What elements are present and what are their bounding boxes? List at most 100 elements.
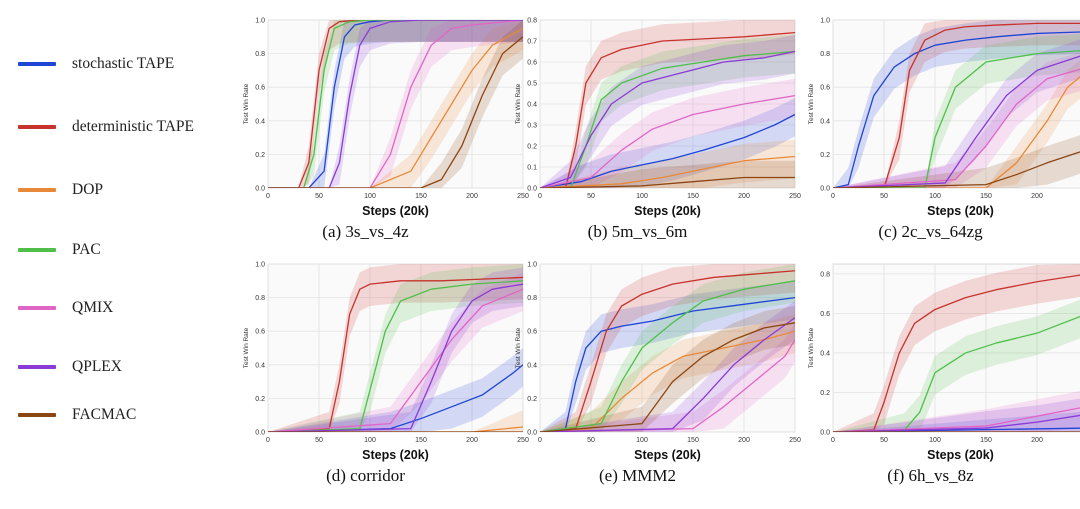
series-group	[833, 20, 1080, 188]
series-band	[268, 20, 523, 188]
x-tick-label: 250	[789, 437, 801, 444]
y-tick-label: 0.8	[255, 295, 265, 302]
chart-caption: (d) corridor	[326, 466, 405, 485]
y-tick-label: 0.0	[527, 186, 537, 193]
legend-item: stochastic TAPE	[18, 54, 174, 74]
series-band	[833, 20, 1080, 188]
x-axis-label: Steps (20k)	[927, 204, 994, 218]
series-band	[833, 411, 1080, 432]
series-line	[833, 22, 1080, 188]
series-line	[540, 50, 795, 188]
y-axis-label: Test Win Rate	[808, 327, 815, 368]
series-line	[268, 36, 523, 188]
y-tick-label: 0.6	[527, 329, 537, 336]
y-tick-label: 0.0	[255, 430, 265, 437]
plot-area	[832, 263, 1080, 433]
legend-label: FACMAC	[72, 406, 137, 423]
series-line	[268, 20, 523, 188]
legend-swatch	[18, 125, 56, 129]
y-tick-label: 0.6	[820, 85, 830, 92]
x-tick-label: 0	[538, 437, 542, 444]
y-axis-label: Test Win Rate	[515, 83, 522, 124]
y-axis-label: Test Win Rate	[808, 83, 815, 124]
x-tick-label: 150	[687, 193, 699, 200]
series-line	[833, 315, 1080, 432]
series-band	[268, 264, 523, 432]
series-line	[833, 50, 1080, 188]
x-tick-label: 200	[1031, 193, 1043, 200]
x-tick-label: 200	[738, 193, 750, 200]
series-band	[268, 20, 523, 188]
legend-label: stochastic TAPE	[72, 55, 175, 72]
legend-swatch	[18, 188, 56, 192]
series-line	[268, 426, 523, 432]
y-tick-label: 0.7	[527, 39, 537, 46]
series-group	[268, 264, 523, 432]
chart-caption: (c) 2c_vs_64zg	[878, 222, 983, 241]
y-tick-label: 0.3	[527, 123, 537, 130]
legend: stochastic TAPE deterministic TAPE DOP PAC Q…	[0, 0, 240, 509]
series-line	[540, 31, 795, 188]
x-tick-label: 0	[831, 193, 835, 200]
series-band	[540, 139, 795, 188]
series-band	[540, 20, 795, 188]
chart-caption: (e) MMM2	[599, 466, 676, 485]
plot-area	[267, 263, 524, 433]
x-tick-label: 200	[466, 437, 478, 444]
plot-area	[267, 19, 524, 189]
x-tick-label: 100	[364, 193, 376, 200]
legend-item: DOP	[18, 180, 103, 200]
x-tick-label: 0	[831, 437, 835, 444]
series-band	[540, 34, 795, 188]
series-line	[540, 50, 795, 188]
y-tick-label: 0.2	[820, 152, 830, 159]
series-band	[268, 267, 523, 432]
series-line	[833, 76, 1080, 188]
series-band	[268, 348, 523, 432]
series-band	[833, 299, 1080, 432]
chart-caption: (f) 6h_vs_8z	[887, 466, 974, 485]
y-tick-label: 0.0	[255, 186, 265, 193]
x-tick-label: 0	[538, 193, 542, 200]
y-tick-label: 0.4	[527, 102, 537, 109]
series-line	[268, 27, 523, 188]
y-tick-label: 0.0	[820, 186, 830, 193]
x-tick-label: 0	[266, 437, 270, 444]
legend-item: QPLEX	[18, 357, 122, 377]
y-tick-label: 0.4	[820, 118, 830, 125]
x-axis-label: Steps (20k)	[634, 448, 701, 462]
x-tick-label: 50	[880, 193, 888, 200]
legend-swatch	[18, 413, 56, 417]
series-band	[268, 264, 523, 432]
series-group	[540, 264, 795, 432]
series-line	[268, 276, 523, 432]
legend-label: DOP	[72, 181, 104, 198]
legend-label: PAC	[72, 241, 101, 258]
y-tick-label: 0.4	[255, 362, 265, 369]
legend-swatch	[18, 248, 56, 252]
series-band	[833, 39, 1080, 188]
y-tick-label: 0.4	[820, 350, 830, 357]
series-band	[833, 264, 1080, 432]
x-axis-label: Steps (20k)	[927, 448, 994, 462]
series-band	[540, 314, 795, 432]
series-line	[540, 317, 795, 432]
series-band	[268, 20, 523, 188]
series-band	[268, 20, 523, 188]
x-tick-label: 150	[687, 437, 699, 444]
x-tick-label: 150	[980, 193, 992, 200]
x-tick-label: 50	[315, 437, 323, 444]
y-tick-label: 0.5	[527, 81, 537, 88]
x-tick-label: 50	[315, 193, 323, 200]
series-line	[833, 274, 1080, 432]
y-tick-label: 0.8	[527, 18, 537, 25]
y-tick-label: 0.6	[527, 60, 537, 67]
y-tick-label: 0.2	[255, 396, 265, 403]
x-tick-label: 250	[517, 193, 529, 200]
legend-label: QPLEX	[72, 358, 122, 375]
y-tick-label: 0.0	[527, 430, 537, 437]
x-tick-label: 250	[789, 193, 801, 200]
series-band	[540, 306, 795, 432]
